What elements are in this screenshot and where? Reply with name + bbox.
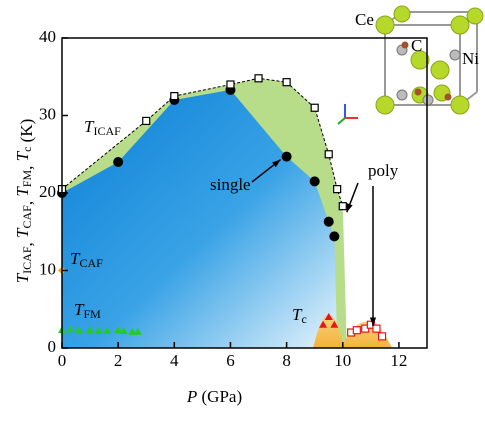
x-tick-label: 0 bbox=[58, 351, 67, 370]
point bbox=[329, 231, 339, 241]
x-tick-label: 4 bbox=[170, 351, 179, 370]
point bbox=[311, 104, 318, 111]
x-axis-label: P (GPa) bbox=[186, 387, 242, 406]
point bbox=[339, 203, 346, 210]
point bbox=[143, 117, 150, 124]
point bbox=[171, 93, 178, 100]
point bbox=[282, 152, 292, 162]
point bbox=[353, 327, 360, 334]
label-sub: CAF bbox=[79, 256, 103, 270]
y-axis-label: TICAF, TCAF, TFM, Tc (K) bbox=[13, 119, 36, 284]
y-tick-label: 30 bbox=[39, 104, 56, 123]
inset-label: Ni bbox=[462, 49, 479, 68]
y-tick-label: 20 bbox=[39, 182, 56, 201]
label-main: , bbox=[17, 197, 36, 206]
annotation: TICAF bbox=[84, 117, 121, 138]
label-main: , bbox=[17, 161, 36, 170]
chart: Ce C Ni 0 2 4 6 8 10 12 0 10 20 30 40 P (GPa) TICAF, … bbox=[0, 0, 485, 416]
label-main: (K) bbox=[17, 119, 36, 147]
y-tick-label: 10 bbox=[39, 259, 56, 278]
point bbox=[113, 157, 123, 167]
crystal-inset: Ce C Ni bbox=[338, 6, 483, 124]
label-main: P bbox=[186, 387, 197, 406]
page: {"chart_data": { "type": "scatter", "xli… bbox=[0, 0, 485, 421]
arrow-head bbox=[347, 203, 353, 212]
x-tick-label: 12 bbox=[390, 351, 407, 370]
inset-label: Ce bbox=[355, 10, 374, 29]
point bbox=[283, 79, 290, 86]
label-main: (GPa) bbox=[197, 387, 242, 406]
label-main: , bbox=[17, 238, 36, 247]
point bbox=[379, 333, 386, 340]
point bbox=[310, 176, 320, 186]
point bbox=[373, 325, 380, 332]
label-sub: ICAF bbox=[20, 246, 34, 274]
label-sub: FM bbox=[20, 170, 34, 188]
x-tick-label: 10 bbox=[334, 351, 351, 370]
y-tick-label: 0 bbox=[48, 337, 57, 356]
point bbox=[324, 217, 334, 227]
label-sub: ICAF bbox=[93, 124, 121, 138]
point bbox=[325, 151, 332, 158]
x-tick-label: 8 bbox=[282, 351, 291, 370]
y-tick-label: 40 bbox=[39, 27, 56, 46]
annotation: single bbox=[210, 175, 251, 194]
x-tick-label: 2 bbox=[114, 351, 123, 370]
label-sub: FM bbox=[83, 307, 101, 321]
x-tick-label: 6 bbox=[226, 351, 235, 370]
phase-regions bbox=[62, 78, 392, 348]
point bbox=[334, 186, 341, 193]
label-sub: c bbox=[301, 312, 306, 326]
label-sub: CAF bbox=[20, 205, 34, 229]
annotation: poly bbox=[368, 161, 399, 180]
point bbox=[255, 75, 262, 82]
inset-label: C bbox=[411, 36, 422, 55]
point bbox=[227, 81, 234, 88]
